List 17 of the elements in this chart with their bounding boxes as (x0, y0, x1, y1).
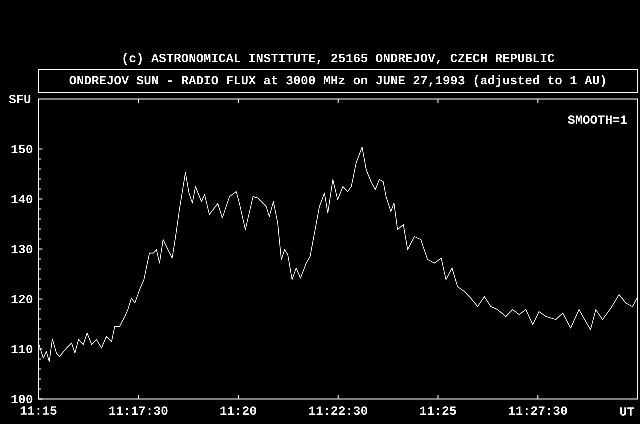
x-tick-label: 11:22:30 (309, 406, 368, 416)
x-tick-label: 11:20 (220, 406, 256, 416)
y-tick-label: 150 (12, 145, 33, 154)
x-tick-label: 11:27:30 (509, 406, 568, 416)
annotation: SMOOTH=1 (568, 116, 628, 124)
y-tick-label: 120 (12, 295, 33, 304)
y-tick-label: 110 (12, 345, 33, 354)
y-tick-label: 140 (12, 195, 33, 204)
y-axis-title: SFU (9, 95, 31, 104)
x-tick-label: 11:17:30 (110, 406, 168, 416)
x-tick-label: 11:15 (20, 406, 57, 415)
y-tick-label: 100 (12, 395, 33, 404)
x-tick-label: 11:25 (420, 406, 456, 416)
y-tick-label: 130 (12, 245, 33, 254)
x-axis-title: UT (620, 408, 634, 416)
text: (c) ASTRONOMICAL INSTITUTE, 25165 ONDREJOV, CZECH REPUBLIC (124, 53, 555, 65)
chart-title: ONDREJOV SUN - RADIO FLUX at 3000 MHz on JUNE 27,1993 (adjusted to 1 AU) (70, 76, 606, 88)
